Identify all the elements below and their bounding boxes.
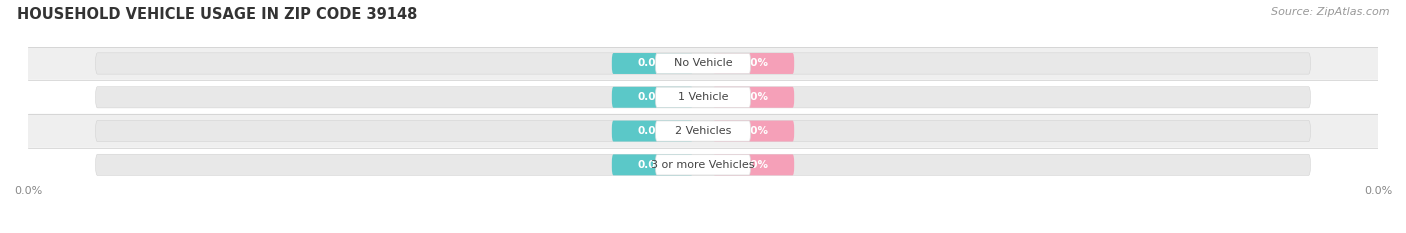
Text: 0.0%: 0.0% — [740, 58, 768, 69]
FancyBboxPatch shape — [612, 154, 693, 175]
FancyBboxPatch shape — [713, 121, 794, 141]
FancyBboxPatch shape — [96, 120, 1310, 142]
Text: 0.0%: 0.0% — [740, 92, 768, 102]
Text: 0.0%: 0.0% — [638, 58, 666, 69]
Text: 0.0%: 0.0% — [638, 160, 666, 170]
Bar — [28, 148, 1378, 182]
FancyBboxPatch shape — [655, 121, 751, 141]
Text: 0.0%: 0.0% — [740, 160, 768, 170]
Text: 1 Vehicle: 1 Vehicle — [678, 92, 728, 102]
Text: Source: ZipAtlas.com: Source: ZipAtlas.com — [1271, 7, 1389, 17]
Text: 0.0%: 0.0% — [740, 126, 768, 136]
FancyBboxPatch shape — [96, 87, 1310, 108]
FancyBboxPatch shape — [612, 53, 693, 74]
FancyBboxPatch shape — [655, 87, 751, 107]
FancyBboxPatch shape — [612, 87, 693, 108]
Text: 3 or more Vehicles: 3 or more Vehicles — [651, 160, 755, 170]
FancyBboxPatch shape — [713, 154, 794, 175]
FancyBboxPatch shape — [655, 53, 751, 74]
Bar — [28, 114, 1378, 148]
FancyBboxPatch shape — [96, 154, 1310, 175]
Text: HOUSEHOLD VEHICLE USAGE IN ZIP CODE 39148: HOUSEHOLD VEHICLE USAGE IN ZIP CODE 3914… — [17, 7, 418, 22]
Bar — [28, 47, 1378, 80]
FancyBboxPatch shape — [655, 155, 751, 175]
Text: 0.0%: 0.0% — [638, 92, 666, 102]
Bar — [28, 80, 1378, 114]
FancyBboxPatch shape — [612, 121, 693, 141]
FancyBboxPatch shape — [713, 87, 794, 108]
Text: 2 Vehicles: 2 Vehicles — [675, 126, 731, 136]
Text: No Vehicle: No Vehicle — [673, 58, 733, 69]
FancyBboxPatch shape — [713, 53, 794, 74]
Text: 0.0%: 0.0% — [638, 126, 666, 136]
FancyBboxPatch shape — [96, 53, 1310, 74]
